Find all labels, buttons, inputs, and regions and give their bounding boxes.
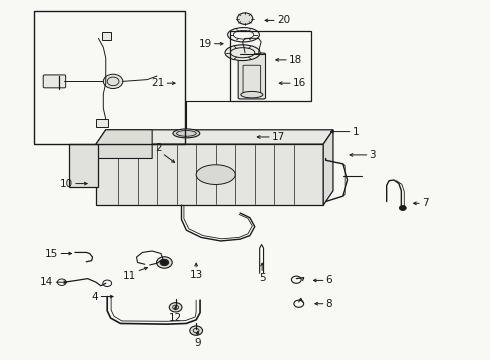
Text: 8: 8 <box>326 299 332 309</box>
Text: 7: 7 <box>422 198 428 208</box>
Text: 9: 9 <box>195 338 201 348</box>
Circle shape <box>399 206 406 211</box>
Ellipse shape <box>173 129 200 138</box>
FancyBboxPatch shape <box>102 32 111 40</box>
Text: 3: 3 <box>369 150 376 160</box>
Circle shape <box>169 303 182 312</box>
Circle shape <box>190 326 202 335</box>
FancyBboxPatch shape <box>43 75 66 88</box>
Ellipse shape <box>225 45 260 60</box>
Polygon shape <box>96 144 323 205</box>
Ellipse shape <box>241 91 263 98</box>
Text: 2: 2 <box>155 143 162 153</box>
Circle shape <box>160 260 168 265</box>
Polygon shape <box>96 130 152 158</box>
Circle shape <box>237 13 253 24</box>
Bar <box>230 31 311 101</box>
Text: 12: 12 <box>169 313 182 323</box>
Text: 4: 4 <box>92 292 98 302</box>
Text: 21: 21 <box>151 78 164 88</box>
Ellipse shape <box>196 165 235 184</box>
Text: 18: 18 <box>289 55 302 65</box>
Text: 5: 5 <box>259 273 266 283</box>
Polygon shape <box>323 130 333 205</box>
Text: 20: 20 <box>277 15 290 26</box>
Text: 1: 1 <box>352 127 359 136</box>
Text: 15: 15 <box>45 248 58 258</box>
Text: 6: 6 <box>326 275 332 285</box>
Circle shape <box>103 74 123 89</box>
Ellipse shape <box>157 257 172 268</box>
Bar <box>34 12 185 144</box>
Text: 19: 19 <box>198 39 212 49</box>
Polygon shape <box>69 144 98 187</box>
FancyBboxPatch shape <box>238 53 266 99</box>
FancyBboxPatch shape <box>96 119 108 127</box>
Polygon shape <box>96 130 333 144</box>
Text: 11: 11 <box>123 271 137 282</box>
Text: 16: 16 <box>293 78 306 88</box>
Text: 14: 14 <box>40 277 53 287</box>
Text: 10: 10 <box>60 179 73 189</box>
Text: 17: 17 <box>272 132 285 142</box>
Text: 13: 13 <box>190 270 203 280</box>
